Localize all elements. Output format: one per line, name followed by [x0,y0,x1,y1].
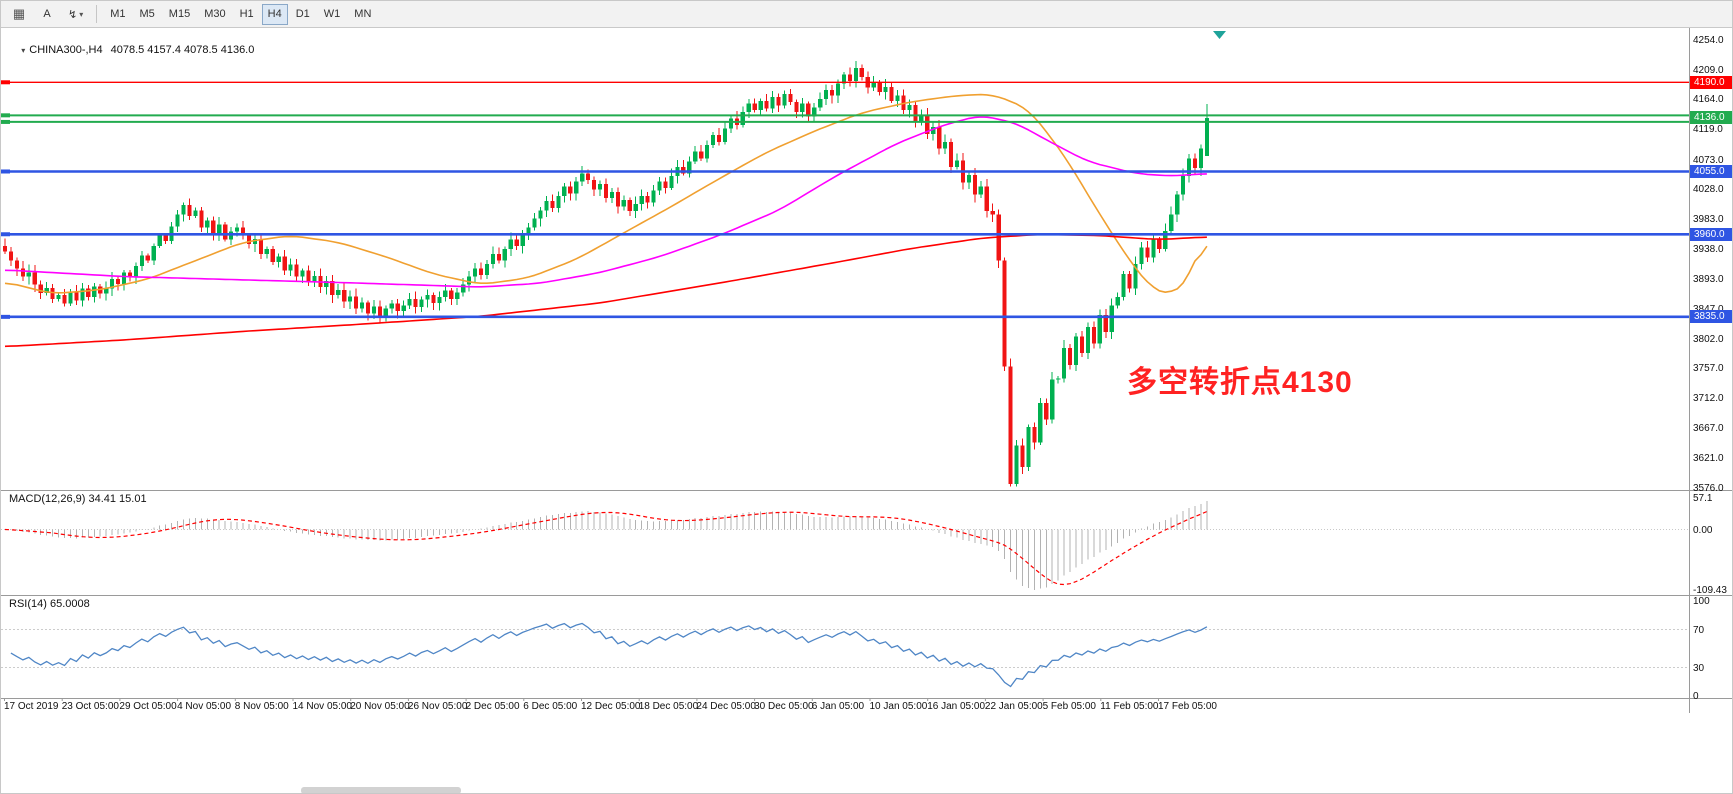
rsi-line [10,622,1208,688]
ma-slow-red [4,233,1207,348]
price-axis-label: 4254.0 [1693,35,1724,46]
macd-axis-label: 57.1 [1693,493,1713,504]
time-axis-label: 14 Nov 05:00 [292,701,353,712]
price-tag-4136.0: 4136.0 [1690,111,1732,125]
macd-histogram [10,500,1208,590]
price-axis-label: 3983.0 [1693,214,1724,226]
time-axis-label: 4 Nov 05:00 [177,701,232,712]
price-axis-label: 3802.0 [1693,333,1724,345]
price-tag-4190.0: 4190.0 [1690,75,1732,89]
time-axis-label: 26 Nov 05:00 [407,701,468,712]
chart-shift-arrow-icon[interactable] [1213,31,1226,39]
time-axis-label: 5 Feb 05:00 [1042,701,1096,712]
time-axis-label: 24 Dec 05:00 [696,701,756,712]
time-axis-label: 17 Feb 05:00 [1158,701,1217,712]
time-axis-label: 22 Jan 05:00 [984,701,1043,712]
price-axis-label: 3757.0 [1693,363,1724,375]
time-axis-label: 29 Oct 05:00 [119,701,177,712]
price-axis-label: 4119.0 [1693,124,1723,136]
time-axis-label: 23 Oct 05:00 [61,701,119,712]
price-axis-label: 4209.0 [1693,64,1724,76]
macd-indicator-label: MACD(12,26,9) 34.41 15.01 [9,493,147,505]
price-axis-label: 3847.0 [1693,304,1724,315]
hline-left-handle[interactable] [1,169,10,174]
time-axis-label: 20 Nov 05:00 [350,701,410,712]
price-axis-label: 3576.0 [1693,483,1724,494]
timeframe-button-d1[interactable]: D1 [290,4,316,25]
text-label-tool-button[interactable]: A [34,4,60,25]
price-axis-label: 4028.0 [1693,184,1724,196]
cursor-icon: ↯ [68,8,78,21]
price-axis-label: 4164.0 [1693,94,1724,106]
price-axis-label: 3667.0 [1693,422,1724,434]
hline-left-handle[interactable] [1,232,10,237]
macd-axis-label: -109.43 [1693,585,1727,596]
macd-axis-label: 0.00 [1693,524,1713,536]
chart-annotation-text: 多空转折点4130 [1127,366,1353,399]
timeframe-group: M1 M5 M15 M30 H1 H4 D1 W1 MN [103,3,378,25]
chevron-down-icon: ▾ [79,9,84,19]
rsi-indicator-label: RSI(14) 65.0008 [9,598,90,610]
rsi-axis-label: 70 [1693,624,1705,636]
time-axis-label: 17 Oct 2019 [4,701,59,712]
toolbar-separator [96,5,98,23]
price-axis-label: 4073.0 [1693,154,1724,166]
rsi-axis-label: 0 [1693,691,1699,702]
time-axis-label: 10 Jan 05:00 [869,701,928,712]
timeframe-button-mn[interactable]: MN [348,4,377,25]
timeframe-button-h4[interactable]: H4 [261,3,288,25]
time-axis-label: 30 Dec 05:00 [754,701,814,712]
hline-left-handle[interactable] [1,80,10,85]
tick-chart-grid-button[interactable]: ▦ [6,4,32,25]
grid-icon: ▦ [12,6,26,21]
time-axis-label: 16 Jan 05:00 [927,701,986,712]
time-axis-label: 18 Dec 05:00 [638,701,699,712]
candlestick-series [2,60,1209,487]
price-axis-label: 3712.0 [1693,393,1724,405]
cursor-tool-button[interactable]: ↯ ▾ [62,4,89,25]
symbol-dropdown-icon[interactable]: ▾ [21,46,26,55]
time-axis-label: 12 Dec 05:00 [581,701,641,712]
price-tag-3960.0: 3960.0 [1690,227,1732,241]
price-axis-label: 3621.0 [1693,453,1724,465]
timeframe-button-m30[interactable]: M30 [198,4,231,25]
timeframe-button-m5[interactable]: M5 [134,4,161,25]
chart-ohlc-values: 4078.5 4157.4 4078.5 4136.0 [110,44,255,56]
timeframe-button-h1[interactable]: H1 [234,4,260,25]
price-tag-4055.0: 4055.0 [1690,164,1732,178]
time-axis-label: 6 Jan 05:00 [811,701,865,712]
chart-symbol-timeframe: CHINA300-,H4 [29,44,103,56]
hline-left-handle[interactable] [1,113,10,118]
horizontal-scrollbar-thumb[interactable] [301,787,461,793]
rsi-axis-label: 30 [1693,662,1705,674]
chart-title: ▾ CHINA300-,H4 4078.5 4157.4 4078.5 4136.0 [9,32,254,68]
toolbar: ▦ A ↯ ▾ M1 M5 M15 M30 H1 H4 D1 W1 MN [1,1,1732,28]
ma-fast-orange [4,93,1208,294]
timeframe-button-m1[interactable]: M1 [104,4,131,25]
time-axis-label: 11 Feb 05:00 [1100,701,1159,712]
timeframe-button-m15[interactable]: M15 [163,4,196,25]
time-axis-label: 8 Nov 05:00 [234,701,289,712]
time-axis-label: 6 Dec 05:00 [523,701,578,712]
hline-left-handle[interactable] [1,314,10,319]
hline-left-handle[interactable] [1,119,10,124]
price-tag-3835.0: 3835.0 [1690,310,1732,324]
timeframe-button-w1[interactable]: W1 [318,4,347,25]
price-axis-label: 3893.0 [1693,273,1724,285]
rsi-axis-label: 100 [1693,596,1710,607]
time-axis-label: 2 Dec 05:00 [465,701,520,712]
price-axis-label: 3938.0 [1693,243,1724,255]
